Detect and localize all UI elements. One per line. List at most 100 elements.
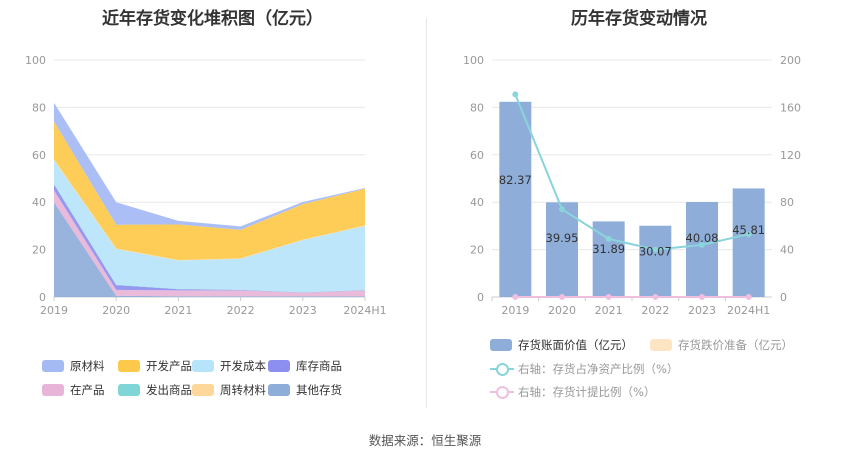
bar-data-label: 30.07 (639, 245, 672, 259)
legend-item[interactable]: 开发产品 (118, 358, 192, 374)
legend-swatch (118, 360, 140, 372)
legend-label: 周转材料 (220, 383, 266, 397)
area-开发产品 (54, 121, 365, 260)
legend-swatch (490, 386, 514, 399)
area-其他存货 (54, 202, 365, 297)
bar-data-label: 40.08 (686, 231, 719, 245)
point-provision-ratio (512, 294, 519, 300)
legend-item[interactable]: 右轴：存货计提比例（%） (490, 384, 655, 400)
legend-swatch (268, 384, 290, 396)
y-left-tick-label: 100 (463, 54, 484, 67)
point-ratio-net-assets (512, 91, 519, 98)
y-left-tick-label: 40 (470, 196, 484, 209)
point-ratio-net-assets (559, 206, 565, 213)
legend-label: 原材料 (70, 359, 105, 373)
legend-swatch (268, 360, 290, 372)
legend-label: 发出商品 (146, 383, 192, 397)
x-tick-label: 2019 (501, 304, 529, 317)
y-right-tick-label: 120 (780, 149, 801, 162)
right-chart-title: 历年存货变动情况 (571, 9, 707, 29)
legend-item[interactable]: 库存商品 (268, 358, 342, 374)
x-tick-label: 2021 (164, 304, 192, 317)
point-provision-ratio (559, 294, 565, 300)
inventory-bar-line-chart: 0 20 40 60 80 100 0 40 80 120 160 200 82.37 39.95 31.8… (463, 54, 801, 317)
x-tick-label: 2022 (227, 304, 255, 317)
legend-swatch (192, 360, 214, 372)
y-tick-label: 0 (39, 291, 46, 304)
bar-data-label: 31.89 (592, 242, 625, 256)
x-tick-label: 2019 (40, 304, 68, 317)
legend-swatch (42, 384, 64, 396)
point-ratio-net-assets (652, 246, 659, 253)
legend-item[interactable]: 右轴：存货占净资产比例（%） (490, 361, 678, 377)
x-tick-label: 2020 (548, 304, 576, 317)
legend-swatch (42, 360, 64, 372)
point-provision-ratio (745, 294, 752, 300)
point-provision-ratio (652, 294, 659, 300)
point-provision-ratio (699, 294, 705, 300)
legend-item[interactable]: 其他存货 (268, 382, 342, 398)
legend-label: 存货账面价值（亿元） (518, 338, 633, 352)
y-left-tick-label: 20 (470, 244, 484, 257)
point-ratio-net-assets (605, 235, 612, 242)
legend-label: 在产品 (70, 383, 105, 397)
line-ratio-net-assets (514, 94, 749, 251)
legend-label: 存货跌价准备（亿元） (678, 338, 793, 352)
x-tick-label: 2020 (102, 304, 130, 317)
y-right-tick-label: 160 (780, 101, 801, 114)
point-provision-ratio (605, 294, 612, 300)
bar-book-value (546, 202, 578, 297)
bar-book-value (499, 101, 532, 297)
y-left-tick-label: 0 (477, 291, 484, 304)
legend-swatch (490, 339, 512, 351)
point-ratio-net-assets (745, 231, 752, 238)
y-right-tick-label: 0 (780, 291, 787, 304)
legend-item[interactable]: 存货跌价准备（亿元） (650, 337, 793, 353)
legend-swatch (650, 339, 672, 351)
bar-book-value (639, 225, 672, 297)
legend-item[interactable]: 开发成本 (192, 358, 266, 374)
x-tick-label: 2022 (641, 304, 669, 317)
legend-swatch (192, 384, 214, 396)
x-tick-label: 2024H1 (727, 304, 770, 317)
y-right-tick-label: 200 (780, 54, 801, 67)
x-tick-label: 2023 (289, 304, 317, 317)
bar-data-label: 82.37 (499, 173, 532, 187)
legend-label: 右轴：存货占净资产比例（%） (518, 362, 679, 376)
panel-divider (426, 18, 427, 408)
stacked-area-chart: 0 20 40 60 80 100 2019 2020 2021 2022 2023 2024H1 (25, 54, 387, 317)
bar-book-value (686, 202, 718, 297)
y-tick-label: 60 (32, 149, 46, 162)
legend-item[interactable]: 在产品 (42, 382, 105, 398)
legend-item[interactable]: 存货账面价值（亿元） (490, 337, 633, 353)
legend-label: 其他存货 (296, 383, 342, 397)
bar-book-value (592, 221, 625, 297)
bar-data-label: 39.95 (546, 231, 579, 245)
y-right-tick-label: 80 (780, 196, 794, 209)
x-tick-label: 2023 (688, 304, 716, 317)
y-tick-label: 20 (32, 244, 46, 257)
legend-label: 开发成本 (220, 359, 266, 373)
legend-item[interactable]: 原材料 (42, 358, 105, 374)
x-tick-label: 2024H1 (343, 304, 386, 317)
bar-data-label: 45.81 (732, 223, 765, 237)
bar-book-value (732, 188, 765, 297)
legend-label: 库存商品 (296, 359, 342, 373)
legend-label: 开发产品 (146, 359, 192, 373)
legend-item[interactable]: 周转材料 (192, 382, 266, 398)
y-tick-label: 40 (32, 196, 46, 209)
point-ratio-net-assets (699, 241, 705, 248)
y-tick-label: 100 (25, 54, 46, 67)
legend-swatch (118, 384, 140, 396)
y-left-tick-label: 60 (470, 149, 484, 162)
inventory-change-panel: 历年存货变动情况 0 20 40 60 80 100 0 40 80 120 160 200 82.37… (428, 0, 850, 420)
area-开发成本 (54, 160, 365, 293)
y-left-tick-label: 80 (470, 101, 484, 114)
data-source: 数据来源：恒生聚源 (368, 433, 482, 448)
legend-label: 右轴：存货计提比例（%） (518, 385, 656, 399)
stacked-area-panel: 近年存货变化堆积图（亿元） 0 20 40 60 80 100 2019 2020 2021 20… (0, 0, 425, 420)
y-tick-label: 80 (32, 101, 46, 114)
legend-item[interactable]: 发出商品 (118, 382, 192, 398)
legend-swatch (490, 363, 514, 376)
x-tick-label: 2021 (595, 304, 623, 317)
